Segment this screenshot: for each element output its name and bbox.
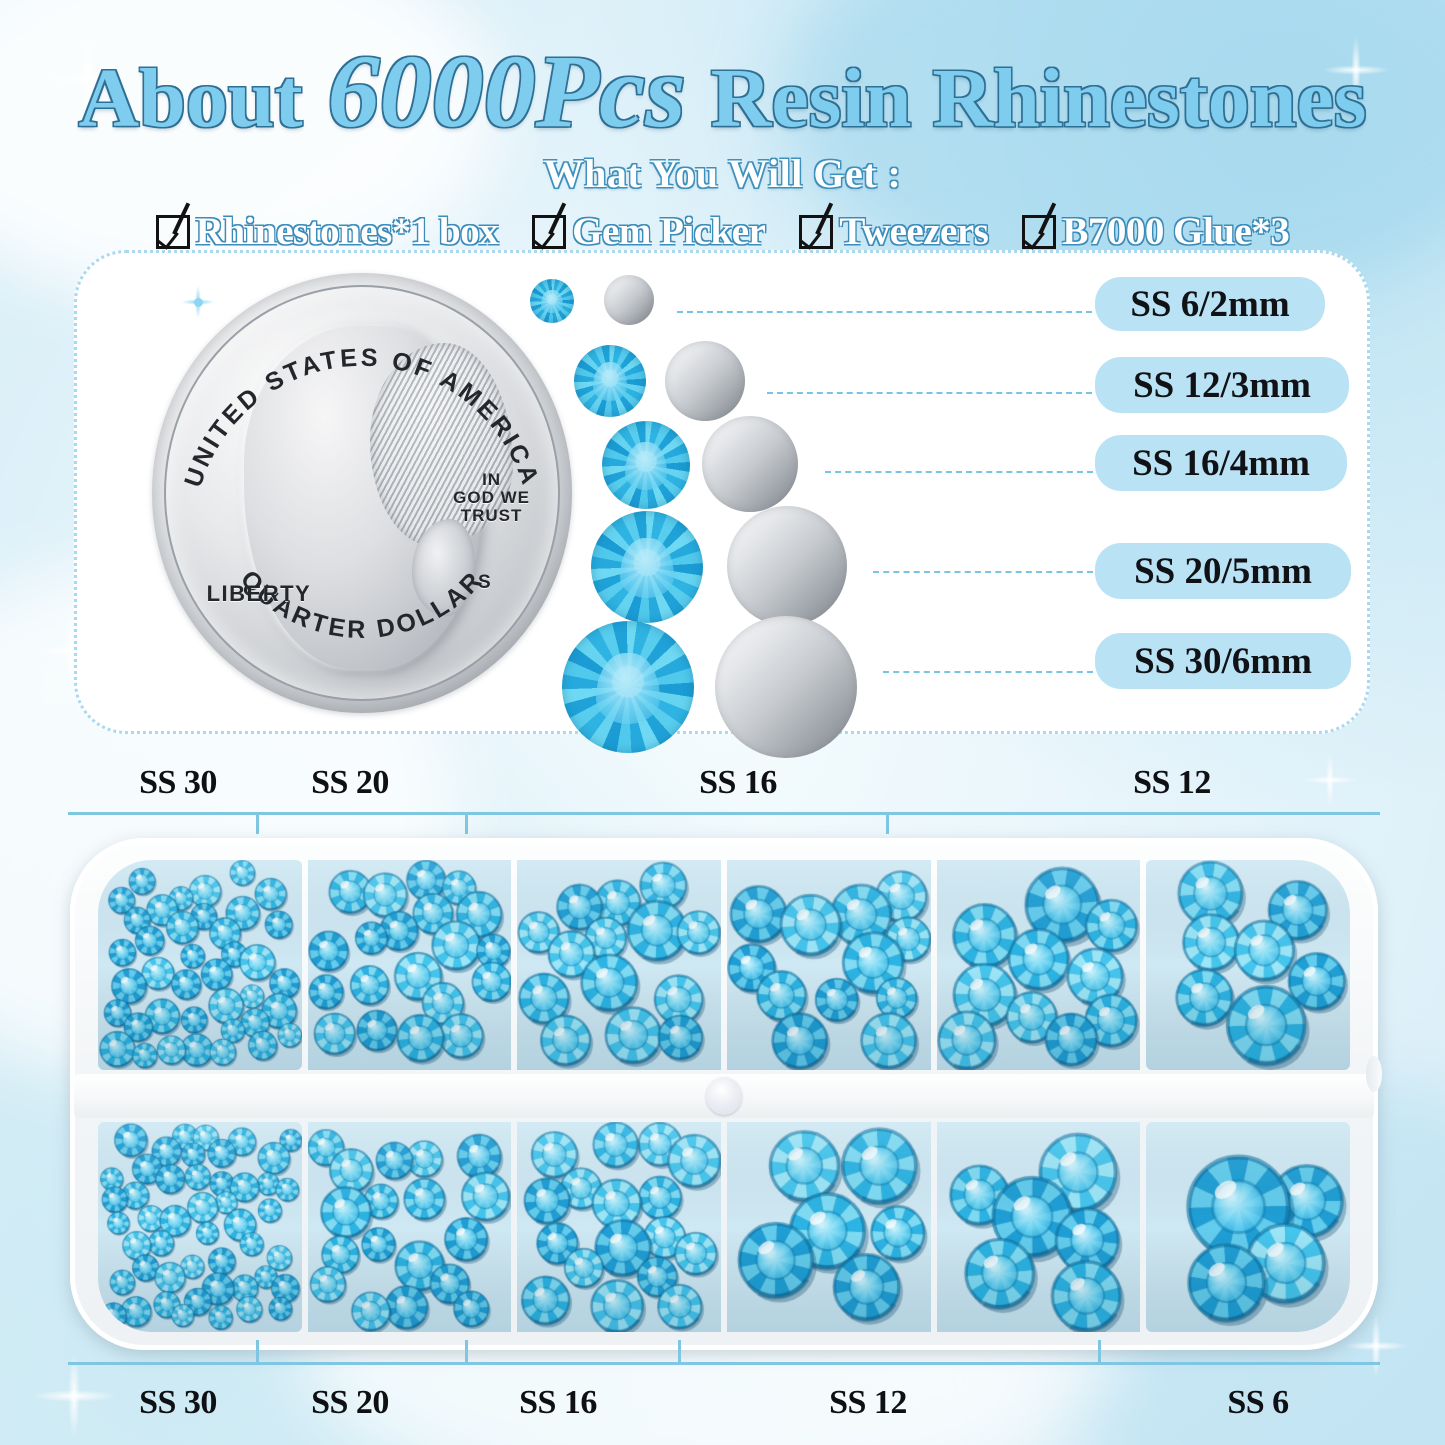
gem-top-view-ss12 (574, 345, 646, 417)
compartment[interactable] (517, 1122, 722, 1332)
checklist-label: Tweezers (839, 210, 989, 253)
compartment[interactable] (1146, 860, 1351, 1070)
ruler-top: SS 30 SS 20 SS 16 SS 12 (68, 764, 1380, 838)
coin-liberty-text: LIBERTY (206, 581, 312, 607)
checklist: Rhinestones*1 box Gem Picker Tweezers B7… (0, 209, 1445, 254)
checkbox-checked-icon (799, 214, 834, 249)
rhinestone-storage-box[interactable] (70, 838, 1382, 1350)
checklist-label: B7000 Glue*3 (1062, 210, 1290, 253)
ruler-tick (256, 1340, 259, 1362)
ruler-bottom-label: SS 20 (311, 1384, 389, 1421)
ruler-top-label: SS 16 (699, 764, 777, 801)
ruler-bottom-line (68, 1362, 1380, 1365)
sparkle-icon-card (175, 279, 221, 325)
ruler-tick (465, 812, 468, 834)
ruler-tick (886, 812, 889, 834)
coin-arc-text: UNITED STATES OF AMERICA QUARTER DOLLAR (179, 344, 545, 645)
ruler-bottom-label: SS 12 (829, 1384, 907, 1421)
gem-top-view-ss30 (562, 621, 694, 753)
header: About 6000Pcs Resin Rhinestones What You… (0, 0, 1445, 254)
ruler-tick (465, 1340, 468, 1362)
svg-text:UNITED STATES OF AMERICA: UNITED STATES OF AMERICA (179, 344, 545, 491)
size-label-ss12[interactable]: SS 12/3mm (1095, 357, 1349, 413)
ruler-tick (678, 1340, 681, 1362)
ruler-bottom-label: SS 6 (1227, 1384, 1289, 1421)
compartment[interactable] (727, 1122, 931, 1332)
gem-top-view-ss16 (602, 421, 690, 509)
subtitle: What You Will Get : (543, 151, 902, 196)
ruler-top-line (68, 812, 1380, 815)
size-label-ss6[interactable]: SS 6/2mm (1095, 277, 1325, 331)
gem-back-view-ss12 (665, 341, 745, 421)
size-comparison-card: UNITED STATES OF AMERICA QUARTER DOLLAR … (74, 250, 1370, 758)
gem-back-view-ss30 (715, 616, 857, 758)
gem-back-view-ss20 (727, 506, 847, 626)
gem-top-view-ss6 (530, 279, 574, 323)
compartment[interactable] (936, 860, 1141, 1070)
compartment[interactable] (307, 860, 512, 1070)
ruler-top-label: SS 30 (139, 764, 217, 801)
leader-line-ss6 (677, 311, 1092, 313)
gem-back-view-ss6 (604, 275, 654, 325)
list-item: Rhinestones*1 box (155, 209, 499, 254)
tray-top (98, 860, 1351, 1070)
ruler-bottom-label: SS 16 (519, 1384, 597, 1421)
ruler-top-label: SS 20 (311, 764, 389, 801)
size-label-ss20[interactable]: SS 20/5mm (1095, 543, 1351, 599)
ruler-bottom-label: SS 30 (139, 1384, 217, 1421)
box-side-notch (1366, 1056, 1382, 1092)
checklist-label: Gem Picker (572, 210, 766, 253)
compartment[interactable] (936, 1122, 1141, 1332)
leader-line-ss30 (883, 671, 1093, 673)
title-prefix: About (78, 52, 324, 145)
ruler-bottom: SS 30 SS 20 SS 16 SS 12 SS 6 (68, 1340, 1380, 1421)
coin-motto-line-1: IN (482, 470, 502, 489)
list-item: B7000 Glue*3 (1022, 209, 1290, 254)
list-item: Tweezers (799, 209, 989, 254)
page-title: About 6000Pcs Resin Rhinestones (0, 40, 1445, 144)
compartment[interactable] (98, 860, 302, 1070)
checkbox-checked-icon (155, 214, 190, 249)
checklist-label: Rhinestones*1 box (195, 210, 499, 253)
title-suffix: Resin Rhinestones (689, 52, 1367, 145)
coin-portrait-hair (370, 343, 514, 546)
checkbox-checked-icon (532, 214, 567, 249)
list-item: Gem Picker (532, 209, 766, 254)
size-label-ss30[interactable]: SS 30/6mm (1095, 633, 1351, 689)
title-count: 6000Pcs (327, 34, 686, 149)
leader-line-ss20 (873, 571, 1093, 573)
compartment[interactable] (1146, 1122, 1351, 1332)
box-latch[interactable] (74, 1074, 1374, 1118)
gem-back-view-ss16 (702, 416, 798, 512)
latch-knob-icon[interactable] (706, 1077, 742, 1115)
compartment[interactable] (727, 860, 931, 1070)
quarter-coin-image: UNITED STATES OF AMERICA QUARTER DOLLAR … (152, 273, 572, 713)
coin-motto-line-3: TRUST (460, 506, 523, 526)
ruler-tick (1098, 1340, 1101, 1362)
coin-motto-text: IN GOD WE TRUST (453, 470, 530, 526)
leader-line-ss12 (767, 392, 1092, 394)
compartment[interactable] (98, 1122, 302, 1332)
checkbox-checked-icon (1022, 214, 1057, 249)
tray-bottom (98, 1122, 1351, 1332)
gem-top-view-ss20 (591, 511, 703, 623)
coin-rim (164, 285, 560, 701)
coin-portrait-queue (412, 519, 476, 617)
coin-mint-mark: S (478, 572, 493, 594)
leader-line-ss16 (825, 471, 1093, 473)
size-label-ss16[interactable]: SS 16/4mm (1095, 435, 1347, 491)
compartment[interactable] (517, 860, 722, 1070)
coin-motto-line-2: GOD WE (453, 488, 530, 508)
ruler-tick (256, 812, 259, 834)
compartment[interactable] (307, 1122, 512, 1332)
ruler-top-label: SS 12 (1133, 764, 1211, 801)
